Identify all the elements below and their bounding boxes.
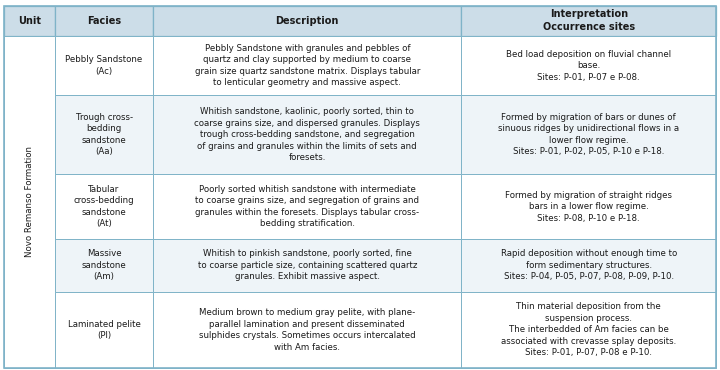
Bar (153, 95, 462, 174)
Text: Pebbly Sandstone with granules and pebbles of
quartz and clay supported by mediu: Pebbly Sandstone with granules and pebbl… (194, 44, 420, 87)
Text: Trough cross-
bedding
sandstone
(Aa): Trough cross- bedding sandstone (Aa) (76, 113, 132, 157)
Text: Rapid deposition without enough time to
form sedimentary structures.
Sites: P-04: Rapid deposition without enough time to … (500, 249, 677, 281)
Bar (55, 292, 153, 368)
Bar (462, 36, 716, 95)
Text: Formed by migration of bars or dunes of
sinuous ridges by unidirectional flows i: Formed by migration of bars or dunes of … (498, 113, 680, 157)
Bar (153, 174, 462, 239)
Bar (462, 95, 716, 174)
Bar (462, 292, 716, 368)
Text: Massive
sandstone
(Am): Massive sandstone (Am) (82, 249, 127, 281)
Bar (4, 36, 55, 368)
Text: Tabular
cross-bedding
sandstone
(At): Tabular cross-bedding sandstone (At) (73, 185, 135, 228)
Text: Bed load deposition on fluvial channel
base.
Sites: P-01, P-07 e P-08.: Bed load deposition on fluvial channel b… (506, 50, 671, 81)
Text: Formed by migration of straight ridges
bars in a lower flow regime.
Sites: P-08,: Formed by migration of straight ridges b… (505, 191, 672, 222)
Text: Novo Remanso Formation: Novo Remanso Formation (24, 147, 34, 258)
Text: Poorly sorted whitish sandstone with intermediate
to coarse grains size, and seg: Poorly sorted whitish sandstone with int… (195, 185, 419, 228)
Text: Whitish to pinkish sandstone, poorly sorted, fine
to coarse particle size, conta: Whitish to pinkish sandstone, poorly sor… (197, 249, 417, 281)
Text: Unit: Unit (18, 16, 41, 26)
Bar (153, 239, 462, 292)
Bar (153, 292, 462, 368)
Bar (462, 239, 716, 292)
Bar (55, 174, 153, 239)
Bar (55, 239, 153, 292)
Text: Laminated pelite
(Pl): Laminated pelite (Pl) (68, 320, 140, 340)
Bar (462, 6, 716, 36)
Bar (153, 6, 462, 36)
Text: Whitish sandstone, kaolinic, poorly sorted, thin to
coarse grains size, and disp: Whitish sandstone, kaolinic, poorly sort… (194, 107, 420, 162)
Bar (55, 36, 153, 95)
Text: Facies: Facies (87, 16, 121, 26)
Bar (462, 174, 716, 239)
Bar (153, 36, 462, 95)
Bar (4, 6, 55, 36)
Text: Medium brown to medium gray pelite, with plane-
parallel lamination and present : Medium brown to medium gray pelite, with… (199, 308, 415, 352)
Text: Interpretation
Occurrence sites: Interpretation Occurrence sites (543, 9, 635, 32)
Bar (55, 6, 153, 36)
Bar (55, 95, 153, 174)
Text: Description: Description (276, 16, 339, 26)
Text: Thin material deposition from the
suspension process.
The interbedded of Am faci: Thin material deposition from the suspen… (501, 303, 676, 357)
Text: Pebbly Sandstone
(Ac): Pebbly Sandstone (Ac) (66, 56, 143, 76)
